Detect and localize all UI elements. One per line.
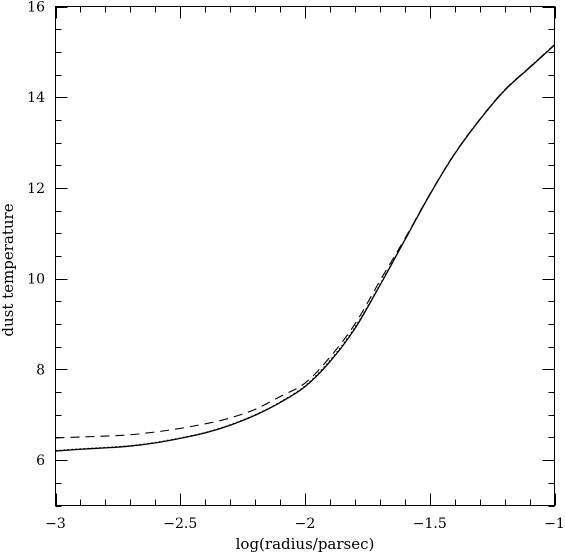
y-tick-label: 16 — [27, 0, 45, 16]
plot-frame — [55, 6, 555, 506]
x-tick-label: −1 — [544, 516, 565, 532]
x-tick-label: −2.5 — [163, 516, 197, 532]
x-tick-label: −3 — [45, 516, 66, 532]
y-tick-label: 12 — [27, 181, 45, 197]
x-axis-label: log(radius/parsec) — [236, 535, 375, 553]
y-axis-label: dust temperature — [0, 203, 17, 336]
series-line-dashed — [55, 44, 555, 439]
axis-ticks — [55, 6, 556, 507]
x-tick-labels: −3 −2.5 −2 −1.5 −1 — [45, 516, 565, 532]
series-line-dotted — [55, 44, 555, 452]
y-tick-labels: 6 8 10 12 14 16 — [27, 0, 45, 469]
y-tick-label: 6 — [36, 453, 45, 469]
series-group — [55, 44, 555, 452]
y-tick-label: 14 — [27, 90, 45, 106]
series-line-solid — [55, 44, 555, 452]
y-tick-label: 10 — [27, 272, 45, 288]
x-tick-label: −2 — [295, 516, 316, 532]
y-tick-label: 8 — [36, 362, 45, 378]
x-tick-label: −1.5 — [413, 516, 447, 532]
